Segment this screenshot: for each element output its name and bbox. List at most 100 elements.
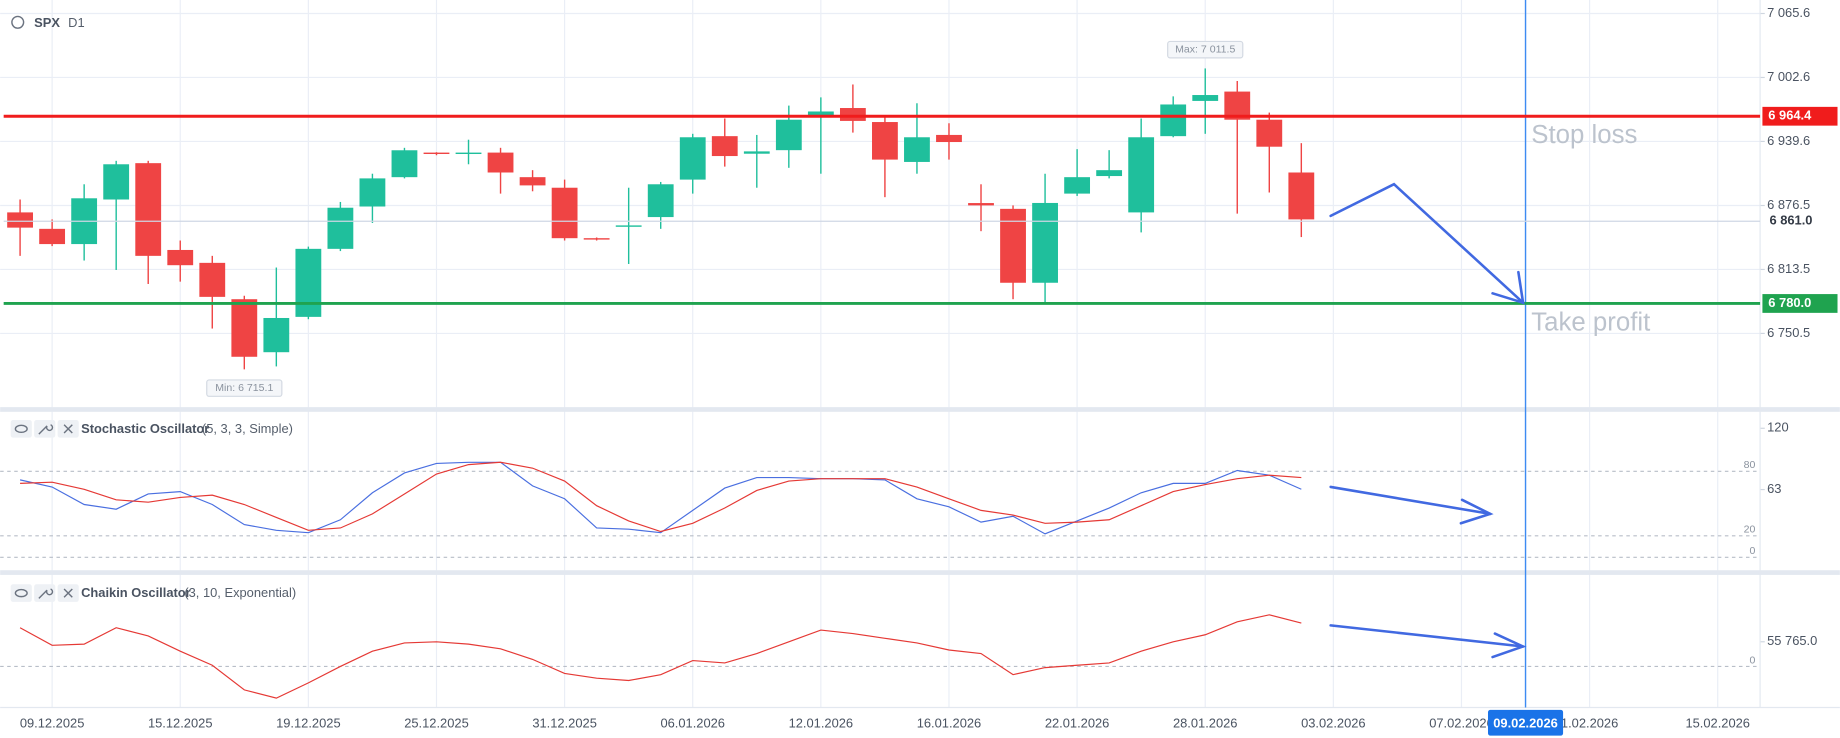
candle-body xyxy=(327,207,354,249)
level-label-box xyxy=(1762,294,1838,313)
level-label: 0 xyxy=(1750,545,1756,557)
candle-body xyxy=(167,249,194,266)
candle-body xyxy=(872,122,898,160)
level-label: 80 xyxy=(1744,459,1756,471)
candle-body xyxy=(295,248,322,317)
x-tick-label: 31.12.2025 xyxy=(532,715,597,730)
candle-body xyxy=(1032,202,1058,283)
y-tick-label: 6 813.5 xyxy=(1767,261,1810,276)
close-icon xyxy=(63,424,73,434)
max-label: Max: 7 011.5 xyxy=(1175,43,1235,55)
y-tick-label: 7 065.6 xyxy=(1767,5,1810,20)
candle-body xyxy=(1000,208,1026,283)
x-tick-label: 28.01.2026 xyxy=(1173,715,1238,730)
indicator-line xyxy=(19,461,1302,535)
indicator-title: Stochastic Oscillator xyxy=(81,421,209,436)
candle-body xyxy=(263,317,290,353)
candle-body xyxy=(359,178,386,207)
cursor-date-box xyxy=(1487,709,1564,736)
candle-body xyxy=(423,152,450,155)
info-icon[interactable] xyxy=(11,15,25,29)
level-label: 6 780.0 xyxy=(1768,295,1811,310)
chaikin-arrow xyxy=(1329,624,1525,648)
y-tick-label: 6 750.5 xyxy=(1767,325,1810,340)
wrench-icon xyxy=(38,588,54,599)
candle-body xyxy=(583,238,610,240)
indicator-line xyxy=(20,461,1302,533)
candle-body xyxy=(904,137,930,162)
candle-body xyxy=(775,119,802,151)
close-icon xyxy=(63,588,73,598)
candle-body xyxy=(615,225,642,227)
symbol: SPX xyxy=(34,15,60,30)
candle-body xyxy=(551,187,578,239)
candle-body xyxy=(135,163,162,256)
x-tick-label: 22.01.2026 xyxy=(1045,715,1110,730)
eye-icon xyxy=(14,424,28,434)
candle-body xyxy=(839,108,866,121)
candle-body xyxy=(743,151,770,154)
arrow-head xyxy=(1491,632,1527,659)
eye-button[interactable] xyxy=(10,420,32,438)
current-price-label: 6 861.0 xyxy=(1769,213,1812,228)
x-tick-label: 09.12.2025 xyxy=(20,715,85,730)
x-tick-label: 03.02.2026 xyxy=(1301,715,1366,730)
grid-layer: 09.12.2025 15.12.2025 19.12.2025 25.12.2025… xyxy=(0,0,1817,730)
max-label-box xyxy=(1167,40,1244,59)
marks-layer: 09.02.2026 Max: 7 011.5 Min: 6 715.1 6 861.… xyxy=(3,0,1838,736)
forecast-arrows xyxy=(1329,182,1527,659)
timeframe: D1 xyxy=(68,15,84,30)
candle-body xyxy=(647,184,674,218)
wrench-icon xyxy=(38,424,54,435)
candle-body xyxy=(199,262,226,297)
indicator-title: Chaikin Oscillator xyxy=(81,585,191,600)
x-tick-label: 15.02.2026 xyxy=(1685,715,1750,730)
candle-body xyxy=(936,134,962,143)
x-tick-label: 07.02.2026 xyxy=(1429,715,1494,730)
candle-body xyxy=(39,228,66,245)
x-tick-label: 1.02.2026 xyxy=(1561,715,1618,730)
y-tick-label: 63 xyxy=(1767,481,1781,496)
level-label-box xyxy=(1762,106,1838,126)
candle-body xyxy=(1128,137,1155,213)
arrow-head xyxy=(1459,498,1494,525)
candle-body xyxy=(711,136,738,157)
candle-body xyxy=(519,177,546,186)
cursor-date: 09.02.2026 xyxy=(1493,715,1558,730)
candle-body xyxy=(679,137,706,180)
candle-body xyxy=(1064,177,1091,194)
y-tick-label: 120 xyxy=(1767,420,1789,435)
y-tick-label: 7 002.6 xyxy=(1767,69,1810,84)
level-label: 20 xyxy=(1744,524,1756,536)
indicator-params: (3, 10, Exponential) xyxy=(184,585,296,600)
panel-separator xyxy=(0,570,1840,575)
price-arrow xyxy=(1329,182,1525,304)
y-tick-label: 55 765.0 xyxy=(1767,633,1817,648)
candle-body xyxy=(391,150,418,178)
take-profit-label: Take profit xyxy=(1531,309,1650,337)
candle-body xyxy=(487,152,514,173)
candle-body xyxy=(1288,172,1315,220)
candle-body xyxy=(1192,95,1219,101)
level-label: 6 964.4 xyxy=(1768,108,1812,123)
x-tick-label: 16.01.2026 xyxy=(917,715,982,730)
candle-body xyxy=(1256,119,1283,147)
x-tick-label: 12.01.2026 xyxy=(789,715,854,730)
panel-separator xyxy=(0,407,1840,412)
min-label-box xyxy=(206,379,283,397)
candle-body xyxy=(103,164,130,200)
y-tick-label: 6 876.5 xyxy=(1767,197,1810,212)
min-label: Min: 6 715.1 xyxy=(215,382,273,394)
candle-body xyxy=(7,212,33,228)
arrow-head xyxy=(1491,270,1525,305)
x-tick-label: 06.01.2026 xyxy=(660,715,725,730)
eye-icon xyxy=(14,588,28,598)
stop-loss-label: Stop loss xyxy=(1531,121,1637,149)
indicator-line xyxy=(19,614,1302,699)
candle-body xyxy=(231,299,258,357)
y-tick-label: 6 939.6 xyxy=(1767,133,1810,148)
eye-button[interactable] xyxy=(10,584,32,602)
